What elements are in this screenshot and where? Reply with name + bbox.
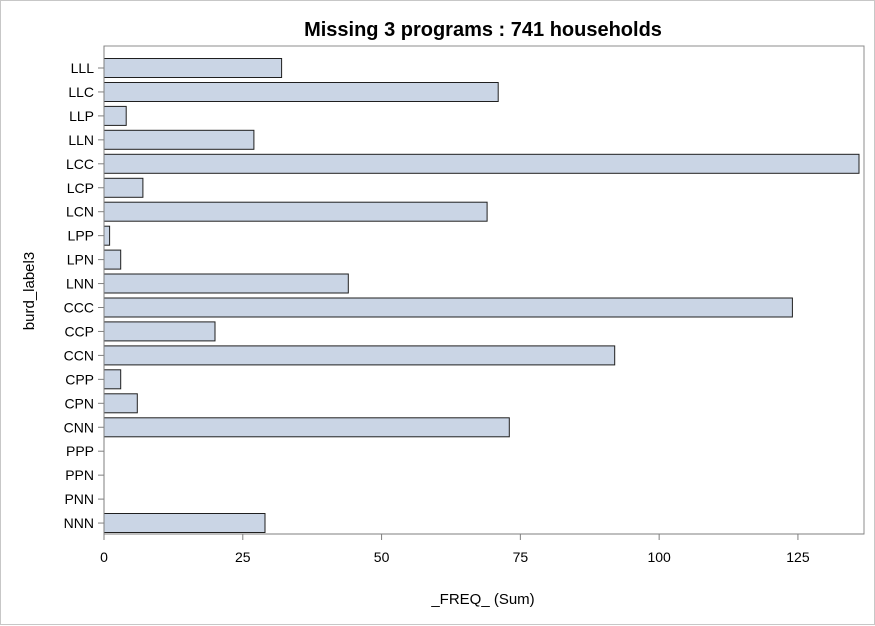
y-tick-label: LLC [68,84,94,100]
y-tick-label: CCC [64,300,94,316]
x-tick-label: 125 [786,549,810,565]
y-tick-label: NNN [64,515,94,531]
chart-title: Missing 3 programs : 741 households [304,19,662,41]
bar-lpp [103,225,111,246]
bar-cpn [103,393,138,414]
y-tick-label: LCC [66,156,94,172]
bar-ccn [103,345,616,366]
bar-llc [103,82,499,102]
y-tick-label: PPP [66,443,94,459]
y-tick-label: LLP [69,108,94,124]
y-tick-label: LPP [68,228,94,244]
y-tick-label: LLN [68,132,94,148]
y-tick-label: CNN [64,419,94,435]
x-tick-label: 25 [235,549,251,565]
y-tick-label: CPP [65,371,94,387]
bar-nnn [103,513,266,533]
bar-lcn [103,201,488,222]
y-tick-label: CCN [64,347,94,363]
y-axis: LLL LLC LLP LLN LCC LCP LCN LPP LPN LNN CCC CCP CCN C… [64,46,105,534]
y-tick-label: PNN [64,491,94,507]
bar-lpn [103,249,122,270]
y-tick-label: LPN [67,252,94,268]
x-tick-label: 75 [513,549,529,565]
y-tick-label: LCP [67,180,94,196]
y-tick-label: LCN [66,204,94,220]
x-tick-label: 50 [374,549,390,565]
x-tick-label: 0 [100,549,108,565]
bar-ccp [103,321,216,342]
y-tick-label: CPN [64,395,94,411]
bar-cpp [103,369,122,390]
bar-ccc [103,297,793,318]
bar-lln [103,129,255,150]
x-tick-label: 100 [647,549,671,565]
y-axis-label: burd_label3 [21,252,38,330]
bar-lll [103,58,283,78]
bar-lcc [103,153,860,174]
y-tick-label: CCP [64,323,94,339]
bar-lcp [103,177,144,198]
bar-cnn [103,417,510,438]
bar-lnn [103,273,349,294]
y-tick-label: LNN [66,276,94,292]
bars-group [103,58,860,533]
bar-llp [103,105,127,126]
x-axis: 0 25 50 75 100 125 [100,533,864,565]
y-tick-label: PPN [65,467,94,483]
x-axis-label: _FREQ_ (Sum) [430,591,534,608]
y-tick-label: LLL [71,60,95,76]
